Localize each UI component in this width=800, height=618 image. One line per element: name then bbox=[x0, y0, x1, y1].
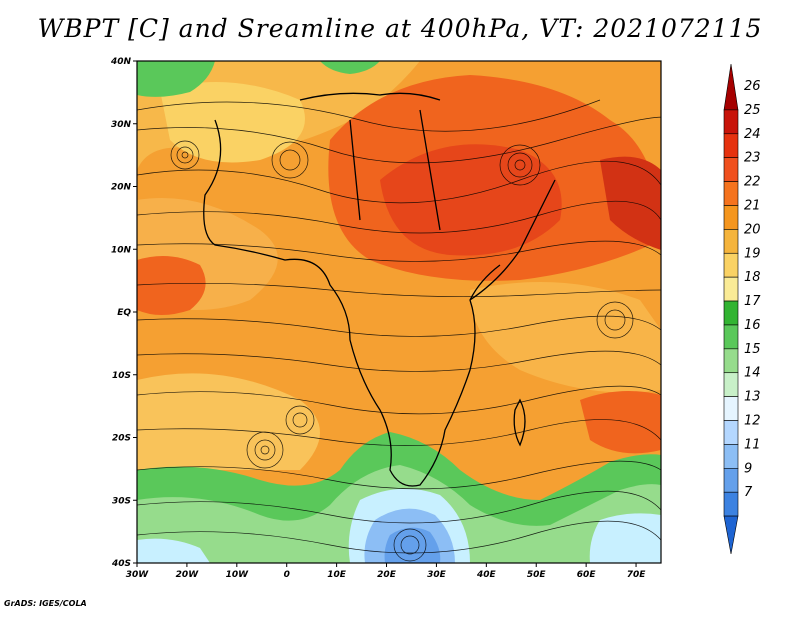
lon-label: 30W bbox=[126, 570, 150, 580]
lat-label: 20N bbox=[111, 183, 132, 193]
lon-label: 50E bbox=[527, 570, 547, 580]
lon-label: 10E bbox=[327, 570, 347, 580]
colorbar-swatch bbox=[723, 324, 739, 350]
colorbar-label: 13 bbox=[744, 390, 761, 405]
lat-label: 20S bbox=[112, 434, 131, 444]
colorbar-label: 23 bbox=[744, 151, 761, 166]
lat-label: 40N bbox=[110, 57, 132, 67]
colorbar-label: 9 bbox=[744, 461, 752, 476]
lat-label: 30S bbox=[112, 496, 131, 506]
colorbar-swatch bbox=[723, 444, 739, 469]
colorbar-swatch bbox=[723, 252, 739, 278]
colorbar-swatch bbox=[723, 372, 739, 397]
colorbar-swatch bbox=[723, 396, 739, 421]
lat-label: 30N bbox=[111, 120, 132, 130]
colorbar-label: 25 bbox=[744, 103, 761, 118]
longitude-axis: 30W 20W 10W 0 10E 20E 30E 40E 50E 60E 70E bbox=[126, 563, 646, 580]
lat-label: 40S bbox=[111, 559, 131, 569]
colorbar-label: 11 bbox=[744, 437, 761, 452]
colorbar-swatch bbox=[723, 63, 739, 111]
coastlines bbox=[203, 92, 556, 487]
colorbar-label: 17 bbox=[744, 294, 761, 309]
lon-label: 20W bbox=[176, 570, 200, 580]
colorbar-swatch bbox=[723, 420, 739, 445]
lon-label: 40E bbox=[476, 570, 497, 580]
lat-label: 10S bbox=[112, 371, 131, 381]
colorbar-swatch bbox=[723, 468, 739, 493]
colorbar-swatch bbox=[723, 181, 739, 206]
colorbar-swatch bbox=[723, 157, 739, 182]
colorbar-swatch bbox=[723, 348, 739, 374]
lon-label: 0 bbox=[284, 570, 290, 580]
lat-label: EQ bbox=[117, 308, 131, 318]
lat-label: 10N bbox=[111, 245, 132, 255]
colorbar-label: 22 bbox=[744, 175, 761, 190]
lon-label: 70E bbox=[627, 570, 647, 580]
colorbar-label: 14 bbox=[744, 366, 761, 381]
streamlines bbox=[137, 99, 661, 562]
colorbar-swatch bbox=[723, 205, 739, 230]
colorbar-label: 24 bbox=[744, 127, 761, 142]
colorbar-label: 26 bbox=[744, 79, 761, 94]
lon-label: 20E bbox=[377, 570, 397, 580]
colorbar-swatch bbox=[723, 515, 739, 555]
grads-credit: GrADS: IGES/COLA bbox=[4, 599, 87, 608]
colorbar-swatch bbox=[723, 276, 739, 302]
colorbar-swatch bbox=[723, 133, 739, 158]
temperature-field bbox=[137, 61, 661, 563]
colorbar-label: 20 bbox=[744, 222, 761, 237]
lon-label: 30E bbox=[427, 570, 447, 580]
lon-label: 10W bbox=[226, 570, 250, 580]
latitude-axis: 40N 30N 20N 10N EQ 10S 20S 30S 40S bbox=[110, 57, 137, 569]
colorbar-label: 21 bbox=[744, 198, 761, 213]
colorbar-label: 16 bbox=[744, 318, 761, 333]
lon-label: 60E bbox=[577, 570, 597, 580]
colorbar-swatch bbox=[723, 300, 739, 326]
colorbar-swatch bbox=[723, 109, 739, 135]
colorbar-label: 12 bbox=[744, 414, 761, 429]
colorbar-label: 15 bbox=[744, 342, 761, 357]
colorbar: 26 25 24 23 22 21 20 19 18 17 16 15 14 13 12 11 9 7 bbox=[723, 63, 761, 555]
colorbar-label: 7 bbox=[744, 485, 753, 500]
colorbar-swatch bbox=[723, 229, 739, 254]
colorbar-swatch bbox=[723, 491, 739, 517]
colorbar-label: 19 bbox=[744, 246, 761, 261]
colorbar-label: 18 bbox=[744, 270, 761, 285]
map-title: WBPT [C] and Sreamline at 400hPa, VT: 20… bbox=[37, 14, 763, 43]
